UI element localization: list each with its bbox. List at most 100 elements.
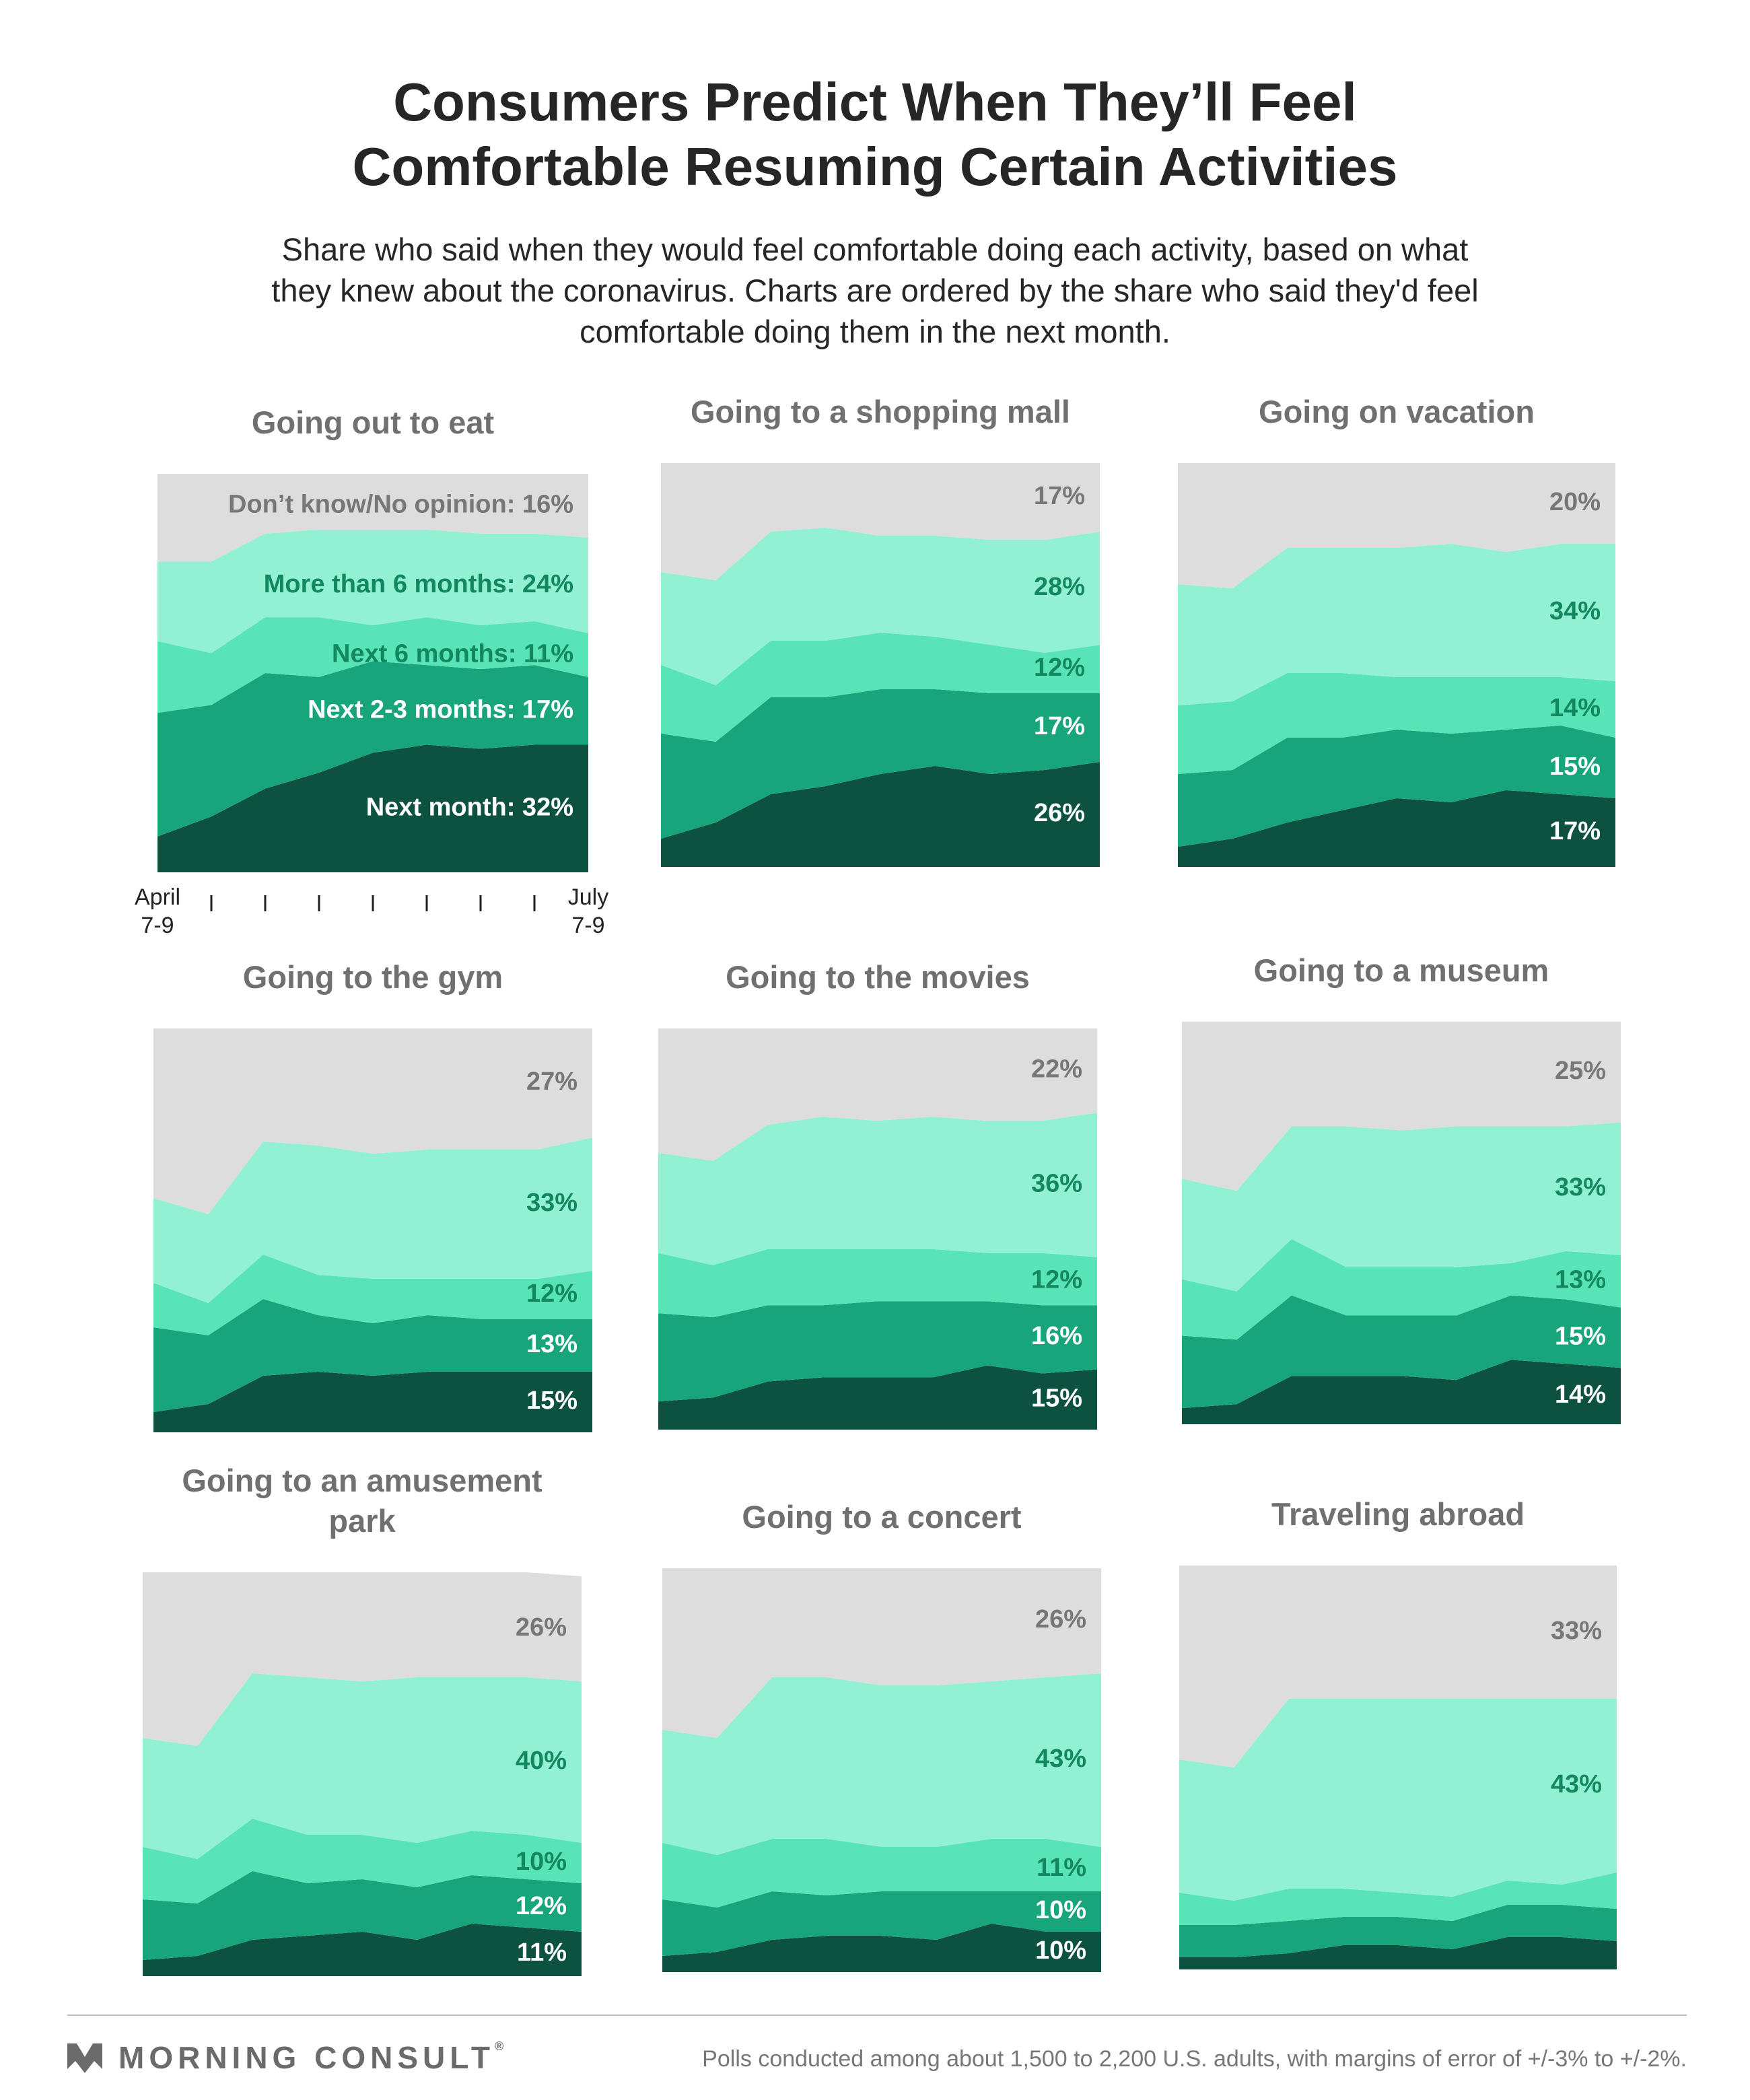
brand: MORNING CONSULT® bbox=[118, 2039, 503, 2076]
area bbox=[143, 1673, 582, 1859]
panel-title: Going to the movies bbox=[635, 903, 1120, 998]
data-label: 11% bbox=[517, 1938, 567, 1967]
panel bbox=[661, 463, 1100, 867]
x-tick-label: April 7-9 bbox=[135, 884, 180, 938]
panel bbox=[143, 1572, 582, 1976]
data-label: 28% bbox=[1034, 573, 1085, 601]
data-label: 36% bbox=[1031, 1169, 1082, 1197]
area bbox=[662, 1673, 1101, 1855]
logo-icon bbox=[67, 2043, 102, 2073]
x-tick-label-line: 7-9 bbox=[571, 913, 604, 938]
panel-title-text: Traveling abroad bbox=[1271, 1496, 1525, 1532]
panel bbox=[658, 1028, 1097, 1430]
data-label: 34% bbox=[1549, 597, 1601, 625]
area bbox=[658, 1301, 1097, 1402]
area bbox=[662, 1891, 1101, 1956]
area bbox=[158, 617, 588, 713]
area bbox=[1182, 1122, 1621, 1292]
brand-name: MORNING CONSULT bbox=[118, 2040, 495, 2075]
data-label: Next month: 32% bbox=[366, 793, 573, 821]
panel bbox=[1182, 1022, 1621, 1424]
area bbox=[153, 1028, 592, 1214]
panel bbox=[153, 1028, 592, 1432]
area bbox=[1178, 544, 1615, 705]
data-label: 17% bbox=[1034, 712, 1085, 740]
panel bbox=[158, 474, 588, 872]
data-label: 27% bbox=[526, 1068, 578, 1096]
panel bbox=[662, 1568, 1101, 1972]
area bbox=[1179, 1566, 1617, 1768]
data-label: 11% bbox=[1037, 1854, 1086, 1882]
data-label: 10% bbox=[516, 1848, 567, 1876]
data-label: 17% bbox=[1549, 817, 1601, 845]
area bbox=[1179, 1905, 1617, 1957]
data-label: 12% bbox=[526, 1280, 578, 1308]
data-label: 10% bbox=[1035, 1896, 1086, 1924]
data-label: Next 2-3 months: 17% bbox=[308, 695, 573, 724]
panel-title: Traveling abroad bbox=[1156, 1440, 1640, 1535]
data-label: 15% bbox=[1549, 753, 1601, 781]
area bbox=[158, 661, 588, 837]
area bbox=[658, 1113, 1097, 1265]
area bbox=[153, 1138, 592, 1303]
panel-title-text: Going on vacation bbox=[1259, 394, 1535, 429]
area bbox=[1178, 673, 1615, 774]
area bbox=[658, 1249, 1097, 1318]
data-label: 15% bbox=[1555, 1322, 1606, 1350]
data-label: 43% bbox=[1035, 1745, 1086, 1773]
data-label: Next 6 months: 11% bbox=[332, 639, 573, 668]
panel-title: Going to an amusement park bbox=[120, 1447, 604, 1541]
panel-title: Going to the gym bbox=[131, 903, 615, 998]
panel-title: Going to a shopping mall bbox=[638, 338, 1123, 432]
data-label: 12% bbox=[1034, 654, 1085, 682]
x-tick-label-line: April bbox=[135, 884, 180, 910]
data-label: 10% bbox=[1035, 1936, 1086, 1965]
area bbox=[153, 1255, 592, 1335]
data-label: 26% bbox=[1035, 1605, 1086, 1634]
data-label: 33% bbox=[1555, 1173, 1606, 1201]
panel-title: Going out to eat bbox=[131, 349, 615, 443]
panel-title-text: Going out to eat bbox=[251, 405, 495, 440]
area bbox=[1178, 463, 1615, 588]
data-label: 17% bbox=[1034, 482, 1085, 510]
panel-title: Going on vacation bbox=[1154, 338, 1639, 432]
panel bbox=[1178, 463, 1615, 867]
data-label: More than 6 months: 24% bbox=[264, 570, 573, 598]
data-label: 22% bbox=[1031, 1055, 1082, 1084]
panel bbox=[1179, 1566, 1617, 1969]
panel-title-text: Going to the movies bbox=[726, 959, 1030, 995]
area bbox=[143, 1819, 582, 1903]
area bbox=[1178, 726, 1615, 847]
data-label: 20% bbox=[1549, 488, 1601, 516]
x-tick-label-line: July bbox=[568, 884, 608, 910]
area bbox=[658, 1028, 1097, 1161]
data-label: 25% bbox=[1555, 1057, 1606, 1085]
area bbox=[143, 1572, 582, 1746]
data-label: 14% bbox=[1549, 694, 1601, 722]
panel-title: Going to a concert bbox=[639, 1443, 1124, 1537]
footnote: Polls conducted among about 1,500 to 2,2… bbox=[702, 2046, 1687, 2072]
area bbox=[158, 474, 588, 562]
area bbox=[1179, 1699, 1617, 1901]
data-label: 15% bbox=[1031, 1384, 1082, 1412]
data-label: Don’t know/No opinion: 16% bbox=[228, 490, 573, 518]
data-label: 43% bbox=[1551, 1770, 1602, 1798]
panel-title-text: Going to the gym bbox=[242, 959, 503, 995]
area bbox=[662, 1839, 1101, 1908]
area bbox=[158, 744, 588, 872]
area bbox=[153, 1299, 592, 1412]
subtitle: Share who said when they would feel comf… bbox=[271, 232, 1479, 349]
area bbox=[1178, 790, 1615, 867]
area bbox=[662, 1924, 1101, 1972]
x-tick-label-line: 7-9 bbox=[141, 913, 174, 938]
data-label: 26% bbox=[516, 1613, 567, 1642]
area bbox=[143, 1924, 582, 1976]
area bbox=[1182, 1022, 1621, 1191]
area bbox=[661, 633, 1100, 742]
panel-title: Going to a museum bbox=[1159, 897, 1644, 991]
data-label: 26% bbox=[1034, 799, 1085, 827]
area bbox=[661, 689, 1100, 839]
data-label: 13% bbox=[526, 1330, 578, 1358]
